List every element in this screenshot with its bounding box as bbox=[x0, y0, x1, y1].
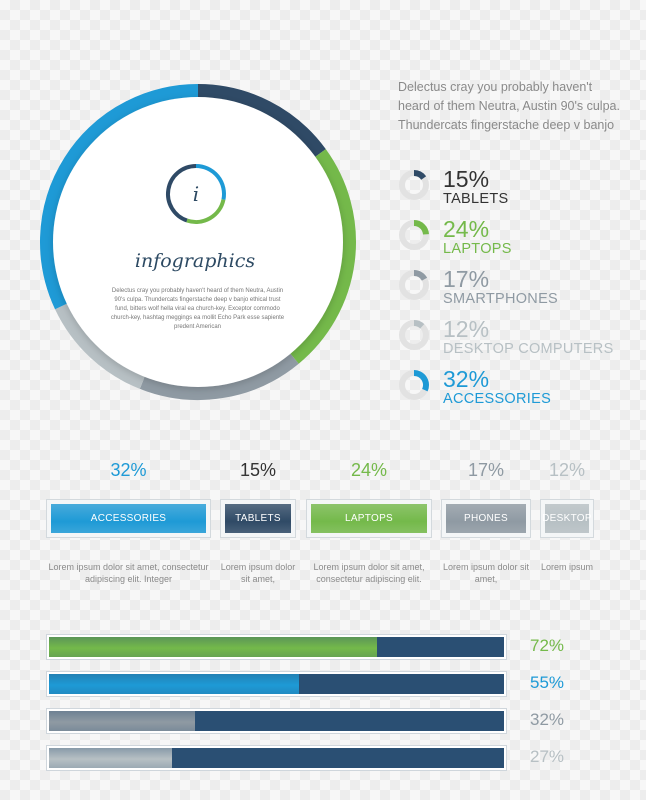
mini-donut-value bbox=[413, 270, 428, 281]
segment-percent: 12% bbox=[548, 460, 586, 480]
segment-description: Lorem ipsum dolor sit amet, consectetur … bbox=[313, 562, 425, 584]
progress-bar-fill bbox=[49, 674, 300, 694]
progress-bar-fill bbox=[49, 637, 377, 657]
legend-label: DESKTOP COMPUTERS bbox=[443, 341, 614, 357]
legend-item-tablets: 15% TABLETS bbox=[443, 167, 509, 207]
donut-center-disc bbox=[53, 97, 343, 387]
progress-bar-percent: 55% bbox=[530, 673, 565, 692]
legend-item-desktop-computers: 12% DESKTOP COMPUTERS bbox=[443, 317, 614, 357]
donut-chart: i bbox=[40, 84, 429, 400]
progress-bar-fill bbox=[49, 711, 195, 731]
segment-description: Lorem ipsum bbox=[540, 562, 594, 572]
legend-item-laptops: 24% LAPTOPS bbox=[443, 217, 512, 257]
info-icon-ring bbox=[165, 164, 226, 224]
progress-bar-percent: 72% bbox=[530, 636, 565, 655]
donut-segment-accessories bbox=[40, 84, 199, 310]
info-icon-ring-segment bbox=[165, 164, 197, 223]
donut-ring bbox=[40, 84, 356, 400]
legend-label: LAPTOPS bbox=[443, 241, 512, 257]
segment-desktop: DESKTOP bbox=[541, 500, 593, 537]
legend-mini-donuts bbox=[399, 170, 429, 400]
legend-label: SMARTPHONES bbox=[443, 291, 559, 307]
donut-segment-smartphones bbox=[139, 348, 299, 400]
legend-percent: 15% bbox=[443, 166, 490, 192]
mini-donut-value bbox=[413, 220, 429, 235]
donut-segment-tablets bbox=[197, 84, 326, 162]
legend-item-smartphones: 17% SMARTPHONES bbox=[443, 267, 558, 307]
mini-donut-track bbox=[399, 320, 429, 350]
segment-phones: PHONES bbox=[442, 500, 530, 537]
progress-bar-percent: 32% bbox=[530, 710, 565, 729]
segment-percent: 32% bbox=[110, 460, 147, 480]
legend-percent: 17% bbox=[443, 266, 490, 292]
mini-donut-value bbox=[413, 370, 429, 392]
legend-percent: 12% bbox=[443, 316, 490, 342]
segment-percent: 15% bbox=[239, 460, 277, 480]
segment-accessories: ACCESSORIES bbox=[47, 500, 210, 537]
info-icon: i bbox=[193, 182, 199, 206]
info-icon-ring-segment bbox=[186, 199, 226, 224]
intro-text: Delectus cray you probably haven't heard… bbox=[398, 80, 620, 132]
donut-segment-desktop-computers bbox=[55, 300, 148, 389]
segment-description: Lorem ipsum dolor sit amet, bbox=[442, 562, 530, 584]
infographic-body-text: Delectus cray you probably haven't heard… bbox=[110, 288, 285, 330]
legend-item-accessories: 32% ACCESSORIES bbox=[443, 367, 551, 407]
mini-donut-value bbox=[413, 170, 427, 180]
progress-bar-track bbox=[47, 746, 506, 770]
segment-percent: 24% bbox=[350, 460, 388, 480]
legend-percent: 24% bbox=[443, 216, 490, 242]
donut-segment-laptops bbox=[285, 149, 356, 364]
progress-bar-track bbox=[47, 709, 506, 733]
progress-bar-track bbox=[47, 672, 506, 696]
segment-description: Lorem ipsum dolor sit amet, bbox=[220, 562, 296, 584]
segment-description: Lorem ipsum dolor sit amet, consectetur … bbox=[48, 562, 209, 584]
info-icon-ring-segment bbox=[195, 164, 226, 200]
progress-bar-percent: 27% bbox=[530, 747, 565, 766]
segment-laptops: LAPTOPS bbox=[307, 500, 431, 537]
segment-percent: 17% bbox=[467, 460, 505, 480]
legend-label: ACCESSORIES bbox=[443, 391, 552, 407]
mini-donut-value bbox=[413, 320, 425, 329]
progress-bar-track bbox=[47, 635, 506, 659]
legend-label: TABLETS bbox=[443, 191, 509, 207]
progress-bar-fill bbox=[49, 748, 172, 768]
legend-percent: 32% bbox=[443, 366, 490, 392]
infographic-title: infographics bbox=[134, 250, 256, 272]
segment-tablets: TABLETS bbox=[221, 500, 295, 537]
